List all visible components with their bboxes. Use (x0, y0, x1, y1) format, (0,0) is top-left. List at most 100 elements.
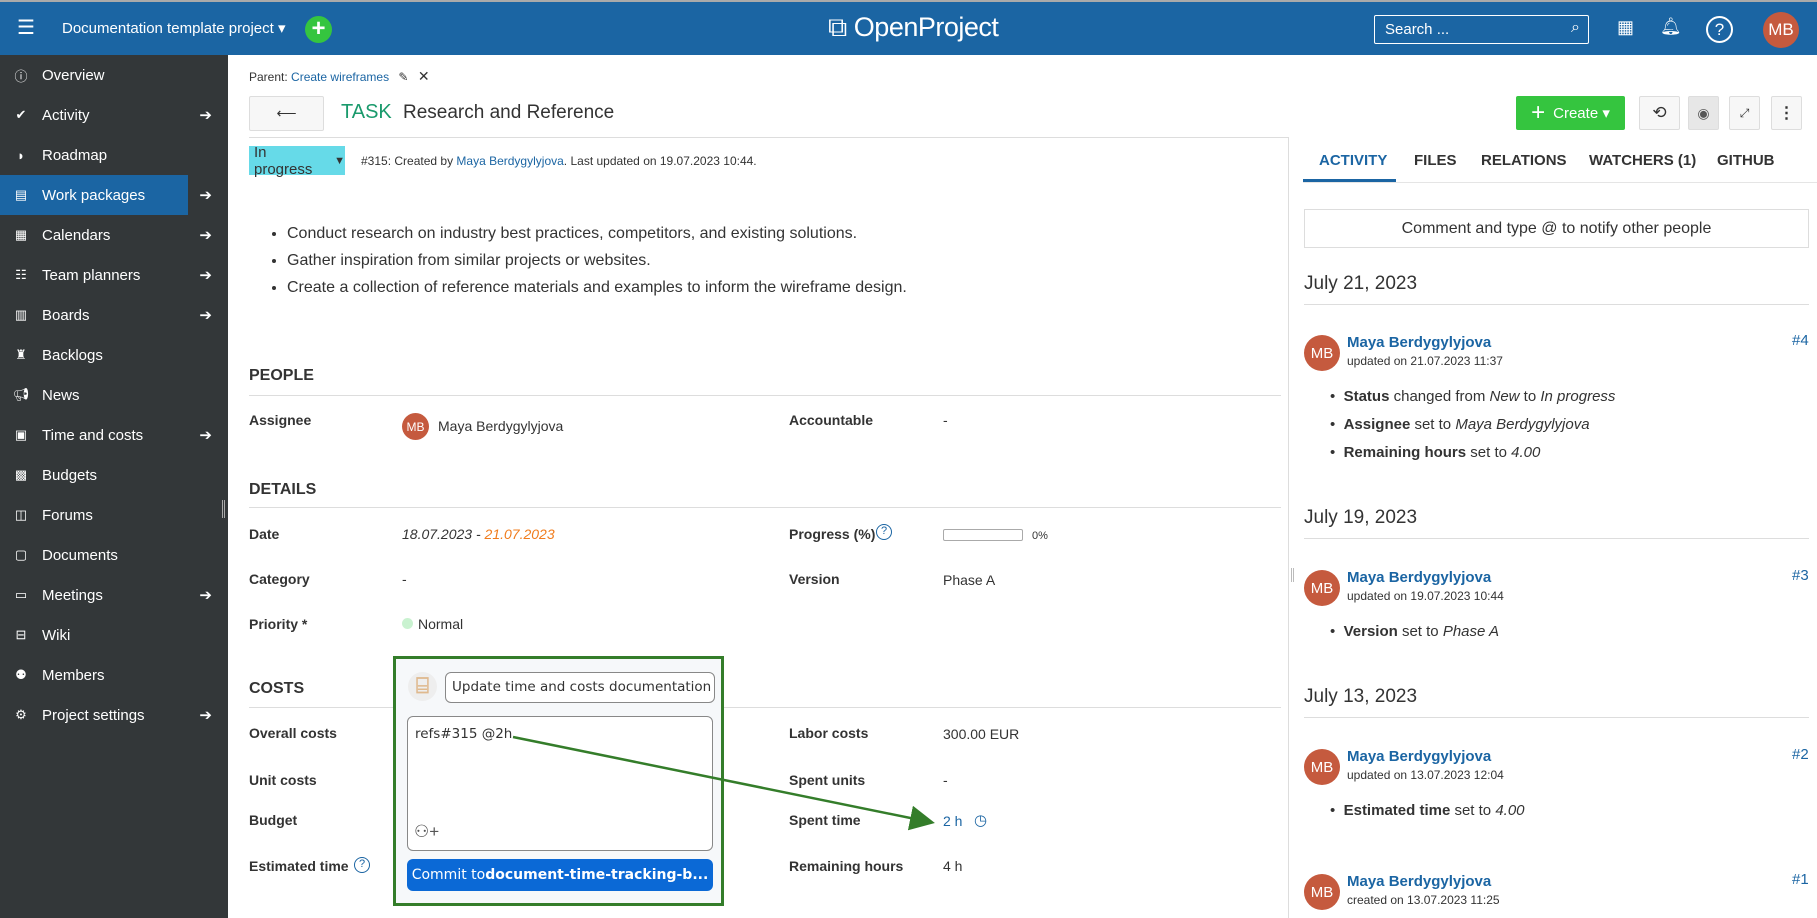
user-avatar[interactable]: MB (1304, 570, 1340, 606)
arrow-right-icon[interactable]: ➔ (199, 187, 212, 204)
arrow-right-icon[interactable]: ➔ (199, 707, 212, 724)
user-avatar[interactable]: MB (1304, 874, 1340, 910)
description[interactable]: Conduct research on industry best practi… (287, 220, 907, 301)
project-selector[interactable]: Documentation template project ▾ (62, 20, 286, 37)
sidebar-item-boards[interactable]: ▥ Boards ➔ (0, 295, 228, 335)
clock-icon[interactable]: ◷ (974, 812, 988, 829)
assignee-value[interactable]: Maya Berdygylyjova (438, 418, 564, 434)
spent-time-value[interactable]: 2 h (943, 813, 963, 829)
labor-costs-value[interactable]: 300.00 EUR (943, 726, 1020, 742)
arrow-right-icon[interactable]: ➔ (199, 107, 212, 124)
priority-value[interactable]: Normal (418, 616, 464, 632)
user-avatar[interactable]: MB (1763, 12, 1799, 48)
arrow-right-icon[interactable]: ➔ (199, 427, 212, 444)
create-button[interactable]: + Create ▾ (1516, 96, 1625, 130)
sidebar-item-label: Meetings (42, 586, 103, 604)
date-value[interactable]: 18.07.2023 - 21.07.2023 (402, 526, 555, 542)
activity-number-link[interactable]: #3 (1792, 567, 1809, 584)
change-verb: set to (1397, 623, 1443, 640)
arrow-right-icon[interactable]: ➔ (199, 267, 212, 284)
modules-grid-icon[interactable]: ▦ (1617, 17, 1635, 37)
tab-github[interactable]: GITHUB (1717, 152, 1775, 169)
fullscreen-button[interactable]: ⤢ (1729, 96, 1760, 130)
category-value[interactable]: - (402, 571, 407, 587)
sidebar-item-calendars[interactable]: ▦ Calendars ➔ (0, 215, 228, 255)
people-heading: PEOPLE (249, 367, 314, 384)
accountable-label: Accountable (789, 412, 874, 428)
activity-number-link[interactable]: #4 (1792, 332, 1809, 349)
activity-user-link[interactable]: Maya Berdygylyjova (1347, 873, 1492, 890)
pencil-icon[interactable]: ✎ (398, 70, 409, 84)
help-icon[interactable]: ? (876, 524, 892, 540)
user-avatar[interactable]: MB (1304, 749, 1340, 785)
sidebar-item-time-and-costs[interactable]: ▣ Time and costs ➔ (0, 415, 228, 455)
remaining-hours-value[interactable]: 4 h (943, 858, 963, 874)
activity-user-link[interactable]: Maya Berdygylyjova (1347, 748, 1492, 765)
activity-user-link[interactable]: Maya Berdygylyjova (1347, 569, 1492, 586)
baseline-button[interactable]: ⟲ (1639, 96, 1680, 130)
wp-title[interactable]: Research and Reference (403, 102, 615, 123)
status-dropdown[interactable]: In progress ▼ (249, 144, 345, 178)
progress-bar[interactable] (943, 529, 1023, 541)
budget-label: Budget (249, 812, 298, 828)
activity-number-link[interactable]: #2 (1792, 746, 1809, 763)
tab-files[interactable]: FILES (1414, 152, 1457, 169)
close-icon[interactable]: ✕ (417, 68, 430, 84)
sidebar-item-forums[interactable]: ◫ Forums (0, 495, 228, 535)
add-coauthor-icon[interactable]: ⚇+ (414, 822, 440, 841)
time-costs-icon: ▣ (14, 427, 28, 442)
more-button[interactable]: ⋮ (1771, 96, 1802, 130)
author-link[interactable]: Maya Berdygylyjova (456, 154, 564, 168)
search-icon[interactable]: ⌕ (1571, 19, 1580, 36)
user-avatar[interactable]: MB (1304, 335, 1340, 371)
accountable-value[interactable]: - (943, 412, 948, 428)
sidebar-item-budgets[interactable]: ▩ Budgets (0, 455, 228, 495)
version-value[interactable]: Phase A (943, 572, 996, 588)
tab-watchers[interactable]: WATCHERS (1) (1589, 152, 1697, 169)
sidebar-item-activity[interactable]: ✔ Activity ➔ (0, 95, 228, 135)
divider (1304, 717, 1809, 718)
sidebar-item-backlogs[interactable]: ♜ Backlogs (0, 335, 228, 375)
divider (249, 137, 1288, 138)
sidebar-item-work-packages[interactable]: ▤ Work packages ➔ (0, 175, 212, 215)
sidebar-item-wiki[interactable]: ⊟ Wiki (0, 615, 228, 655)
hamburger-icon[interactable]: ☰ (17, 17, 35, 39)
activity-user-link[interactable]: Maya Berdygylyjova (1347, 334, 1492, 351)
sidebar-resize-handle[interactable] (222, 500, 225, 518)
sidebar-item-members[interactable]: ⚉ Members (0, 655, 228, 695)
comment-input[interactable]: Comment and type @ to notify other peopl… (1304, 209, 1809, 248)
commit-button[interactable]: Commit to document-time-tracking-b... (407, 859, 713, 891)
assignee-label: Assignee (249, 412, 312, 428)
help-icon[interactable]: ? (354, 857, 370, 873)
openproject-logo[interactable]: ⧉ OpenProject (828, 12, 999, 44)
tab-activity[interactable]: ACTIVITY (1319, 152, 1388, 169)
sidebar-item-news[interactable]: 📢︎ News (0, 375, 228, 415)
arrow-right-icon[interactable]: ➔ (199, 587, 212, 604)
sidebar-item-overview[interactable]: ⓘ Overview (0, 55, 228, 95)
sidebar-item-project-settings[interactable]: ⚙ Project settings ➔ (0, 695, 228, 735)
active-tab-underline (1303, 179, 1396, 182)
spent-units-value[interactable]: - (943, 772, 948, 788)
quick-add-button[interactable]: + (305, 16, 332, 43)
arrow-right-icon[interactable]: ➔ (199, 227, 212, 244)
watch-button[interactable]: ◉ (1688, 96, 1719, 130)
sidebar-item-documents[interactable]: ▢ Documents (0, 535, 228, 575)
search-input[interactable]: Search ... ⌕ (1374, 15, 1589, 44)
back-button[interactable]: ⟵ (249, 96, 324, 131)
parent-breadcrumb: Parent: Create wireframes ✎ ✕ (249, 68, 430, 85)
bell-icon[interactable]: 🔔︎ (1660, 17, 1682, 36)
field-name: Version (1343, 623, 1398, 640)
commit-summary-input[interactable]: Update time and costs documentation (445, 672, 715, 703)
activity-timestamp: updated on 21.07.2023 11:37 (1347, 354, 1503, 368)
split-resize-handle[interactable] (1291, 568, 1294, 582)
change-value: 4.00 (1495, 802, 1525, 819)
commit-message-input[interactable]: refs#315 @2h ⚇+ (407, 716, 713, 851)
arrow-right-icon[interactable]: ➔ (199, 307, 212, 324)
sidebar-item-roadmap[interactable]: ◗ Roadmap (0, 135, 228, 175)
sidebar-item-meetings[interactable]: ▭ Meetings ➔ (0, 575, 228, 615)
help-icon[interactable]: ? (1706, 16, 1733, 43)
tab-relations[interactable]: RELATIONS (1481, 152, 1567, 169)
parent-link[interactable]: Create wireframes (291, 70, 390, 84)
activity-number-link[interactable]: #1 (1792, 871, 1809, 888)
sidebar-item-team-planners[interactable]: ☷ Team planners ➔ (0, 255, 228, 295)
